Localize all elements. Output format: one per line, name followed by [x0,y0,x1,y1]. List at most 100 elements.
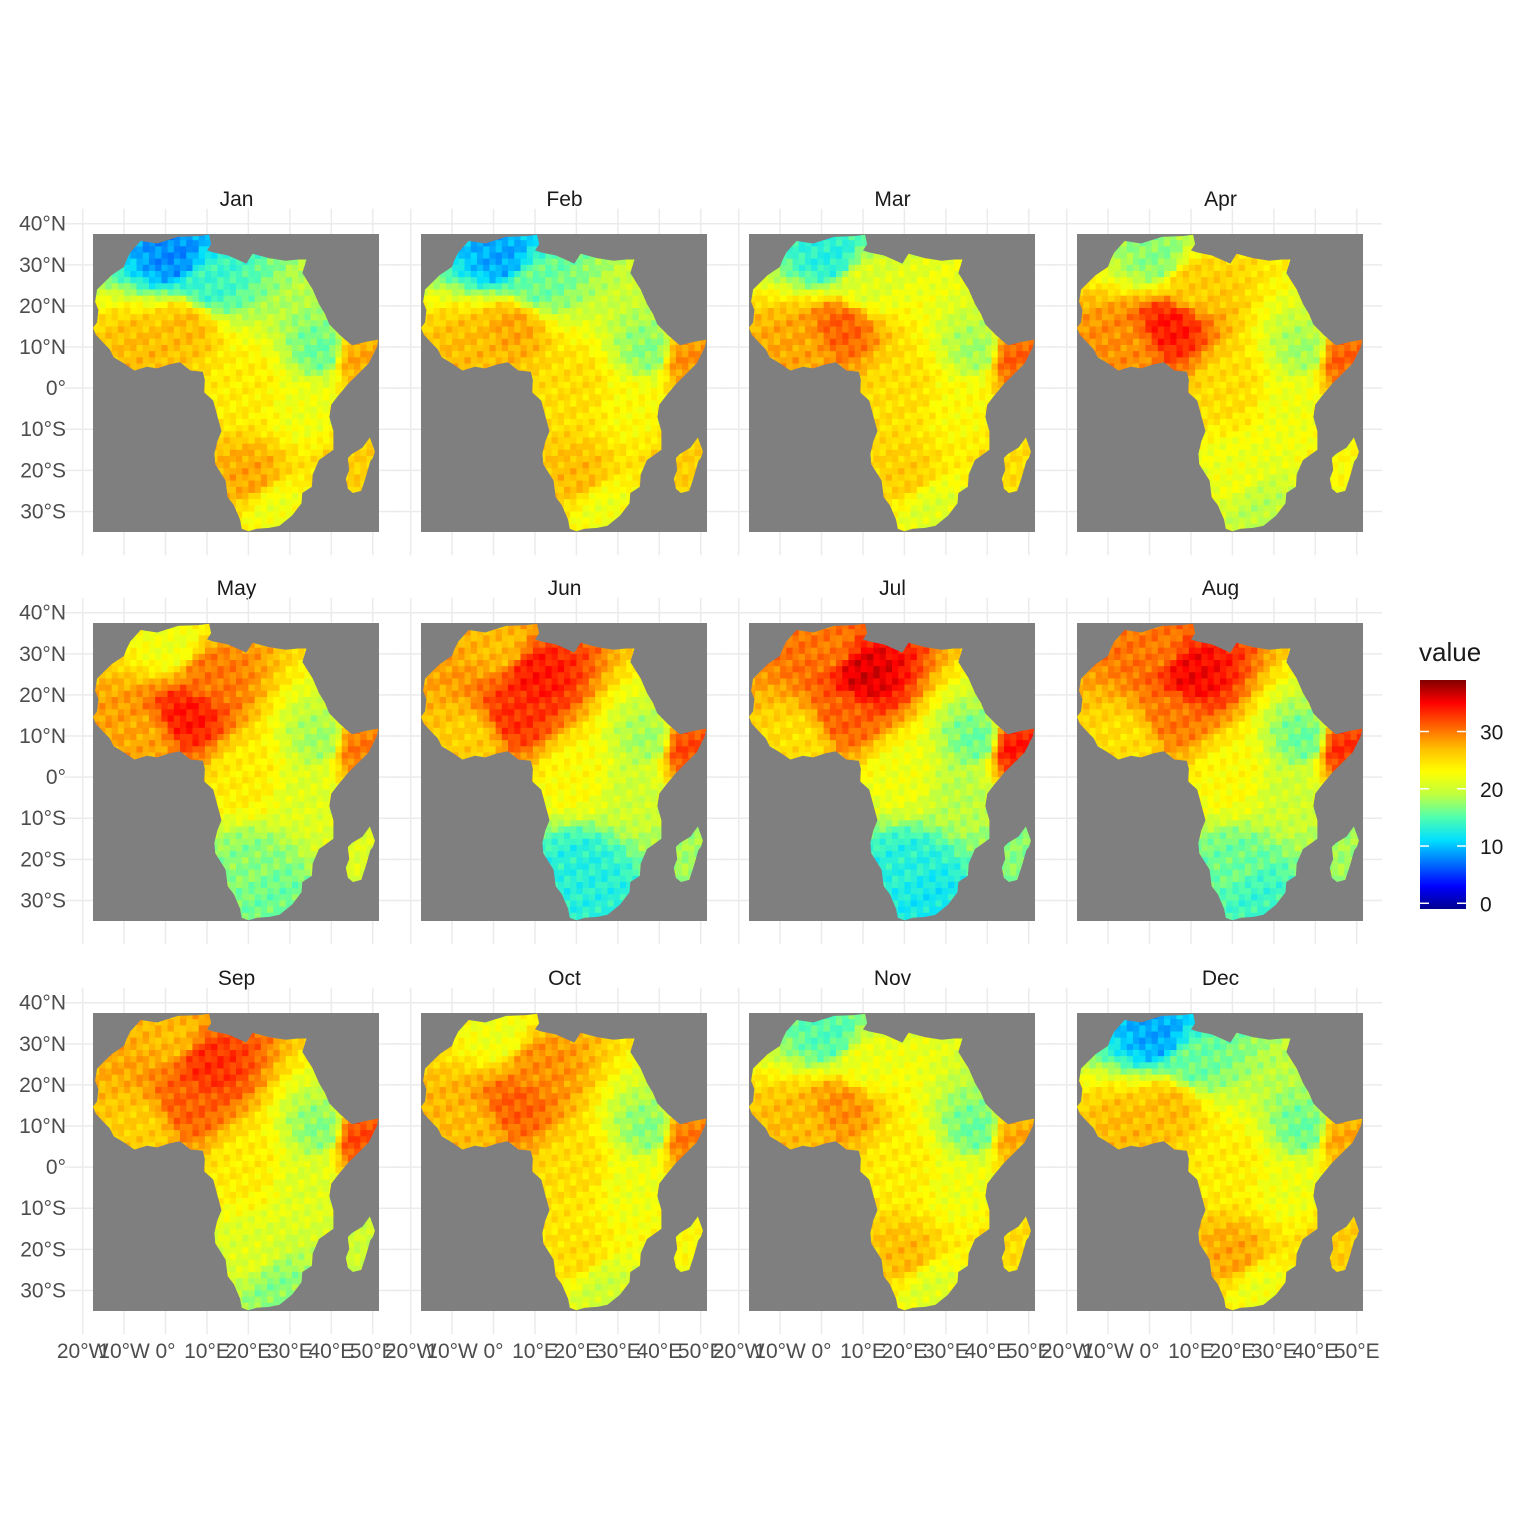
raster-cell [607,338,615,346]
raster-cell [254,357,262,365]
raster-cell [1226,270,1234,278]
raster-cell [638,418,646,426]
raster-cell [682,357,689,365]
raster-cell [545,449,553,457]
raster-cell [248,406,256,414]
raster-cell [483,338,490,346]
raster-cell [229,351,237,358]
raster-cell [1095,289,1103,297]
raster-cell [1288,406,1296,414]
raster-cell [254,295,262,303]
raster-cell [842,344,850,352]
raster-cell [323,388,330,395]
raster-cell [267,412,274,420]
raster-cell [1003,474,1011,482]
raster-cell [267,375,274,383]
raster-cell [341,381,349,389]
raster-cell [223,394,231,402]
raster-cell [1010,474,1017,482]
raster-cell [848,344,856,352]
raster-cell [1195,301,1202,309]
raster-cell [941,505,949,513]
raster-cell [105,283,113,291]
raster-cell [1114,363,1122,371]
raster-cell [211,375,218,383]
raster-cell [304,400,312,408]
raster-cell [173,234,181,241]
raster-cell [1145,295,1153,303]
raster-cell [675,375,683,383]
raster-cell [1226,418,1234,426]
raster-cell [1300,363,1308,371]
raster-cell [1145,301,1153,309]
raster-cell [1108,258,1115,266]
raster-cell [1288,338,1296,346]
raster-cell [1188,301,1196,309]
raster-cell [1132,252,1140,260]
raster-cell [1282,381,1289,389]
raster-cell [941,480,949,488]
raster-cell [470,289,478,297]
raster-cell [836,295,843,303]
raster-cell [526,363,534,371]
raster-cell [273,406,281,414]
raster-cell [260,314,268,321]
raster-cell [1244,277,1252,284]
raster-cell [657,394,665,402]
raster-cell [904,505,912,513]
raster-cell [675,486,683,494]
raster-cell [1114,264,1122,272]
raster-cell [923,344,930,352]
raster-cell [458,301,466,309]
raster-cell [273,468,281,476]
raster-cell [588,400,596,408]
raster-cell [761,332,769,340]
raster-cell [520,320,528,328]
raster-cell [236,425,243,432]
raster-cell [773,338,781,346]
raster-cell [192,357,200,365]
raster-cell [570,425,578,432]
raster-cell [898,357,906,365]
raster-cell [236,320,243,328]
raster-cell [607,258,615,266]
raster-cell [867,283,874,291]
raster-cell [1238,264,1246,272]
raster-cell [1294,289,1302,297]
raster-cell [904,344,912,352]
raster-cell [972,363,980,371]
raster-cell [273,301,281,309]
raster-cell [217,270,225,278]
raster-cell [923,486,930,494]
raster-cell [217,449,225,457]
raster-cell [576,357,584,365]
raster-cell [167,252,175,260]
raster-cell [663,351,671,358]
raster-cell [644,320,652,328]
raster-cell [539,351,546,358]
raster-cell [929,505,937,513]
raster-cell [117,326,125,334]
raster-cell [254,468,262,476]
raster-cell [570,499,578,506]
raster-cell [960,363,968,371]
raster-cell [607,394,615,402]
raster-cell [148,338,156,346]
raster-cell [1201,369,1209,377]
raster-cell [1269,425,1277,432]
raster-cell [1238,400,1246,408]
raster-cell [873,381,881,389]
raster-cell [173,301,181,309]
raster-cell [817,326,825,334]
raster-cell [947,486,955,494]
raster-cell [1319,388,1327,395]
raster-cell [323,363,330,371]
raster-cell [1207,277,1215,284]
raster-cell [217,351,225,358]
raster-cell [885,320,893,328]
raster-cell [1226,375,1234,383]
raster-cell [1083,289,1091,297]
raster-cell [1232,289,1240,297]
raster-cell [304,480,312,488]
raster-cell [204,332,212,340]
